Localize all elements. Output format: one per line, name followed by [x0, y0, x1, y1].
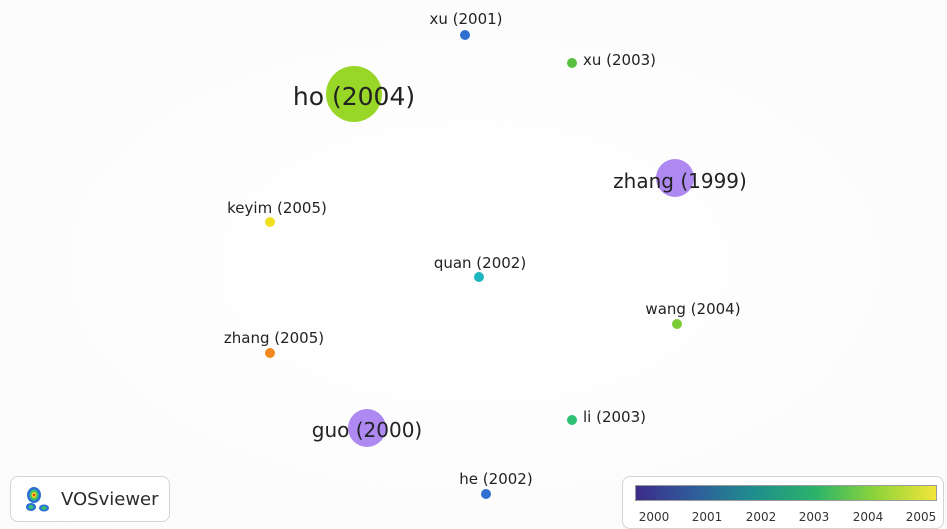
overlay-color-legend: 2000 2001 2002 2003 2004 2005 [622, 476, 944, 529]
node-label[interactable]: li (2003) [583, 408, 646, 426]
network-node[interactable]: quan (2002) [434, 254, 526, 282]
legend-tick: 2000 [638, 510, 670, 524]
node-circle[interactable] [481, 489, 491, 499]
legend-color-bar [635, 485, 937, 501]
node-label[interactable]: wang (2004) [645, 300, 740, 318]
node-label[interactable]: ho (2004) [293, 82, 415, 111]
node-circle[interactable] [326, 66, 382, 122]
node-label[interactable]: zhang (2005) [224, 329, 324, 347]
network-node[interactable]: ho (2004) [293, 66, 415, 122]
network-node[interactable]: xu (2003) [567, 51, 656, 69]
network-node[interactable]: keyim (2005) [227, 199, 327, 227]
node-label[interactable]: quan (2002) [434, 254, 526, 272]
node-label[interactable]: xu (2001) [429, 10, 502, 28]
network-node[interactable]: zhang (1999) [613, 159, 747, 197]
node-label[interactable]: he (2002) [459, 470, 532, 488]
node-label[interactable]: guo (2000) [312, 418, 422, 442]
network-node[interactable]: wang (2004) [645, 300, 741, 329]
node-label[interactable]: xu (2003) [583, 51, 656, 69]
node-circle[interactable] [460, 30, 470, 40]
legend-tick: 2001 [691, 510, 723, 524]
legend-tick: 2003 [798, 510, 830, 524]
node-circle[interactable] [348, 409, 386, 447]
node-circle[interactable] [474, 272, 484, 282]
node-circle[interactable] [567, 58, 577, 68]
vosviewer-logo: VOSviewer [10, 476, 170, 522]
network-node[interactable]: he (2002) [459, 470, 533, 499]
legend-tick: 2004 [852, 510, 884, 524]
node-label[interactable]: keyim (2005) [227, 199, 327, 217]
node-circle[interactable] [656, 159, 694, 197]
legend-tick: 2005 [905, 510, 937, 524]
legend-tick: 2002 [745, 510, 777, 524]
network-node[interactable]: li (2003) [567, 408, 646, 426]
node-circle[interactable] [672, 319, 682, 329]
network-node[interactable]: zhang (2005) [224, 329, 324, 358]
vosviewer-logo-text: VOSviewer [61, 488, 159, 510]
node-circle[interactable] [265, 217, 275, 227]
network-node[interactable]: guo (2000) [312, 409, 422, 447]
node-circle[interactable] [567, 415, 577, 425]
node-label[interactable]: zhang (1999) [613, 169, 747, 193]
node-circle[interactable] [265, 348, 275, 358]
vosviewer-logo-icon [26, 487, 49, 512]
network-node[interactable]: xu (2001) [429, 10, 503, 40]
